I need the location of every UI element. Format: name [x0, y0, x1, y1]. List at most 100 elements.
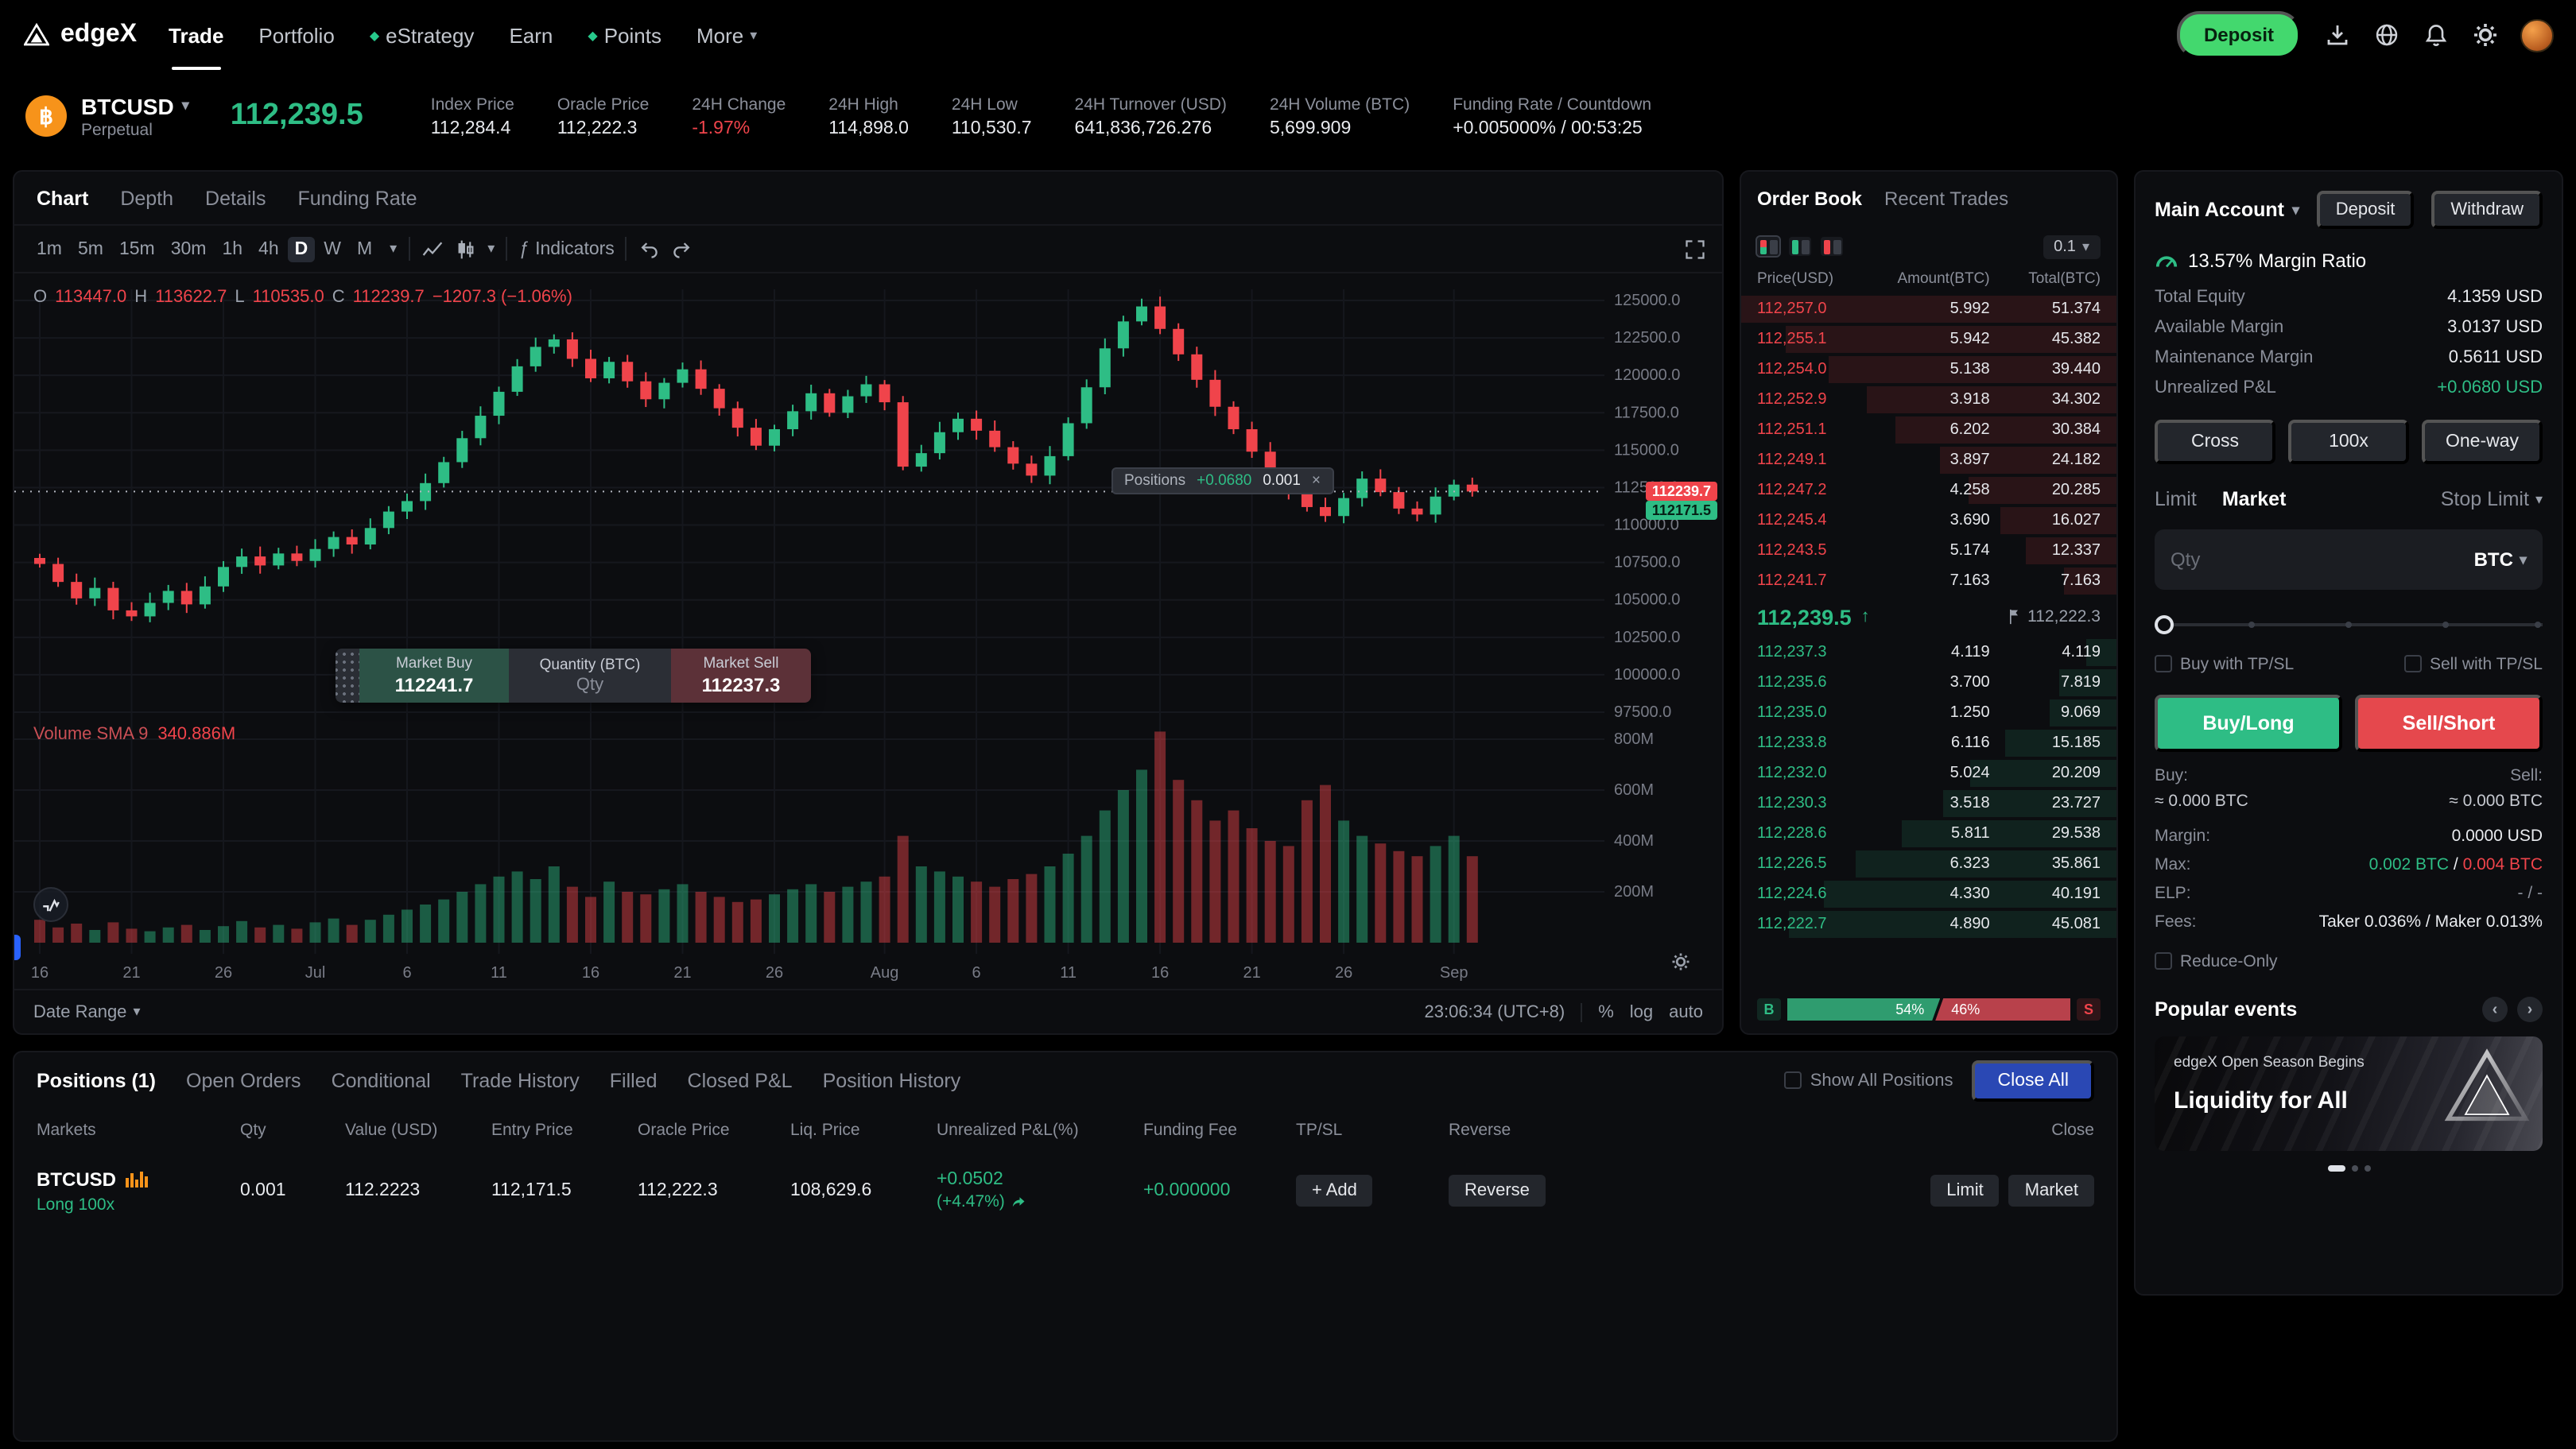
close-market-button[interactable]: Market — [2008, 1175, 2094, 1207]
order-book-row[interactable]: 112,249.1 3.897 24.182 — [1741, 445, 2116, 475]
line-chart-icon[interactable] — [421, 238, 443, 260]
order-book-row[interactable]: 112,228.6 5.811 29.538 — [1741, 819, 2116, 849]
chevron-down-icon[interactable]: ▾ — [390, 240, 398, 256]
order-book-tab-recent-trades[interactable]: Recent Trades — [1884, 188, 2009, 210]
sell-tpsl-checkbox[interactable]: Sell with TP/SL — [2403, 655, 2543, 674]
order-book-row[interactable]: 112,243.5 5.174 12.337 — [1741, 536, 2116, 566]
reverse-button[interactable]: Reverse — [1449, 1175, 1546, 1207]
chart-position-marker[interactable]: Positions +0.0680 0.001 × — [1111, 467, 1334, 494]
positions-tab-position-history[interactable]: Position History — [822, 1070, 961, 1092]
stop-limit-tab[interactable]: Stop Limit ▾ — [2441, 488, 2543, 510]
chart-clock[interactable]: 23:06:34 (UTC+8) — [1424, 1002, 1565, 1021]
order-book-tab-order-book[interactable]: Order Book — [1757, 188, 1863, 210]
market-cell[interactable]: BTCUSD Long 100x — [37, 1168, 240, 1214]
nav-item-earn[interactable]: Earn — [509, 0, 553, 70]
order-book-row[interactable]: 112,255.1 5.942 45.382 — [1741, 324, 2116, 355]
positions-tab-positions-1-[interactable]: Positions (1) — [37, 1070, 157, 1092]
nav-item-portfolio[interactable]: Portfolio — [258, 0, 334, 70]
chart-tab-details[interactable]: Details — [205, 187, 266, 209]
candlestick-chart[interactable]: 125000.0 122500.0 120000.0 117500.0 115000.0… — [14, 273, 1722, 989]
buy-tpsl-checkbox[interactable]: Buy with TP/SL — [2155, 655, 2294, 674]
indicators-button[interactable]: ƒ Indicators — [518, 239, 615, 258]
timeframe-4h[interactable]: 4h — [258, 239, 279, 258]
candlestick-icon[interactable] — [454, 238, 476, 260]
auto-scale-toggle[interactable]: auto — [1669, 1002, 1703, 1021]
panel-withdraw-button[interactable]: Withdraw — [2431, 191, 2543, 229]
close-limit-button[interactable]: Limit — [1930, 1175, 2000, 1207]
order-book-row[interactable]: 112,232.0 5.024 20.209 — [1741, 758, 2116, 788]
mode-button-one-way[interactable]: One-way — [2422, 420, 2543, 464]
mode-button-cross[interactable]: Cross — [2155, 420, 2275, 464]
carousel-dots[interactable] — [2155, 1165, 2543, 1172]
slider-knob[interactable] — [2155, 615, 2174, 634]
positions-tab-open-orders[interactable]: Open Orders — [186, 1070, 301, 1092]
sell-short-button[interactable]: Sell/Short — [2355, 695, 2543, 752]
mid-price-row[interactable]: 112,239.5 ↑ 112,222.3 — [1741, 596, 2116, 637]
bell-icon[interactable] — [2422, 21, 2449, 48]
order-tab-market[interactable]: Market — [2221, 488, 2287, 510]
order-book-row[interactable]: 112,257.0 5.992 51.374 — [1741, 294, 2116, 324]
dot[interactable] — [2351, 1165, 2357, 1172]
percent-scale-toggle[interactable]: % — [1598, 1002, 1614, 1021]
order-book-row[interactable]: 112,254.0 5.138 39.440 — [1741, 355, 2116, 385]
order-book-row[interactable]: 112,235.6 3.700 7.819 — [1741, 668, 2116, 698]
book-mode-split-icon[interactable] — [1755, 235, 1781, 258]
book-mode-asks-icon[interactable] — [1821, 237, 1843, 256]
replay-marker[interactable] — [14, 935, 21, 960]
positions-tab-closed-p-l[interactable]: Closed P&L — [687, 1070, 793, 1092]
drag-handle[interactable] — [336, 649, 359, 703]
timeframe-30m[interactable]: 30m — [170, 239, 207, 258]
mode-button-100x[interactable]: 100x — [2288, 420, 2409, 464]
chart-tab-funding-rate[interactable]: Funding Rate — [297, 187, 417, 209]
chart-canvas[interactable]: 125000.0 122500.0 120000.0 117500.0 115000.0… — [14, 273, 1722, 989]
order-book-row[interactable]: 112,245.4 3.690 16.027 — [1741, 506, 2116, 536]
order-book-row[interactable]: 112,251.1 6.202 30.384 — [1741, 415, 2116, 445]
dot[interactable] — [2364, 1165, 2370, 1172]
order-book-row[interactable]: 112,252.9 3.918 34.302 — [1741, 385, 2116, 415]
chart-settings-icon[interactable] — [1671, 951, 1690, 979]
dot[interactable] — [2327, 1165, 2345, 1172]
reduce-only-checkbox[interactable]: Reduce-Only — [2155, 952, 2543, 971]
brand-logo[interactable]: edgeX — [22, 21, 137, 49]
fullscreen-icon[interactable] — [1684, 238, 1706, 260]
widget-qty-field[interactable]: Quantity (BTC) Qty — [509, 649, 671, 703]
panel-deposit-button[interactable]: Deposit — [2316, 191, 2415, 229]
market-sell-button[interactable]: Market Sell 112237.3 — [671, 649, 811, 703]
date-range-button[interactable]: Date Range ▾ — [33, 1002, 141, 1021]
order-tab-limit[interactable]: Limit — [2155, 488, 2197, 510]
redo-icon[interactable] — [672, 238, 694, 260]
positions-tab-conditional[interactable]: Conditional — [331, 1070, 431, 1092]
qty-unit-select[interactable]: BTC ▾ — [2474, 548, 2527, 571]
tradingview-logo[interactable] — [33, 887, 68, 922]
timeframe-m[interactable]: M — [356, 239, 373, 258]
market-buy-button[interactable]: Market Buy 112241.7 — [359, 649, 509, 703]
timeframe-1m[interactable]: 1m — [37, 239, 62, 258]
gear-icon[interactable] — [2471, 21, 2498, 48]
book-mode-bids-icon[interactable] — [1789, 237, 1811, 256]
timeframe-15m[interactable]: 15m — [118, 239, 155, 258]
nav-item-trade[interactable]: Trade — [169, 0, 223, 70]
order-book-row[interactable]: 112,237.3 4.119 4.119 — [1741, 637, 2116, 668]
order-book-row[interactable]: 112,233.8 6.116 15.185 — [1741, 728, 2116, 758]
account-selector[interactable]: Main Account ▾ — [2155, 199, 2299, 221]
carousel-prev-icon[interactable]: ‹ — [2482, 997, 2508, 1022]
timeframe-1h[interactable]: 1h — [222, 239, 243, 258]
positions-tab-filled[interactable]: Filled — [609, 1070, 658, 1092]
order-book-row[interactable]: 112,222.7 4.890 45.081 — [1741, 909, 2116, 940]
log-scale-toggle[interactable]: log — [1629, 1002, 1654, 1021]
globe-icon[interactable] — [2372, 21, 2399, 48]
qty-slider[interactable] — [2155, 615, 2543, 634]
close-icon[interactable]: × — [1311, 472, 1321, 490]
event-banner[interactable]: edgeX Open Season Begins Liquidity for A… — [2155, 1036, 2543, 1151]
nav-item-estrategy[interactable]: ◆ eStrategy — [370, 0, 475, 70]
chevron-down-icon[interactable]: ▾ — [487, 240, 495, 256]
order-book-row[interactable]: 112,235.0 1.250 9.069 — [1741, 698, 2116, 728]
share-icon[interactable] — [1011, 1195, 1026, 1209]
deposit-button[interactable]: Deposit — [2176, 11, 2301, 59]
order-book-row[interactable]: 112,230.3 3.518 23.727 — [1741, 788, 2116, 819]
order-book-row[interactable]: 112,241.7 7.163 7.163 — [1741, 566, 2116, 596]
buy-long-button[interactable]: Buy/Long — [2155, 695, 2342, 752]
timeframe-w[interactable]: W — [324, 239, 341, 258]
carousel-next-icon[interactable]: › — [2517, 997, 2543, 1022]
nav-item-points[interactable]: ◆ Points — [588, 0, 661, 70]
